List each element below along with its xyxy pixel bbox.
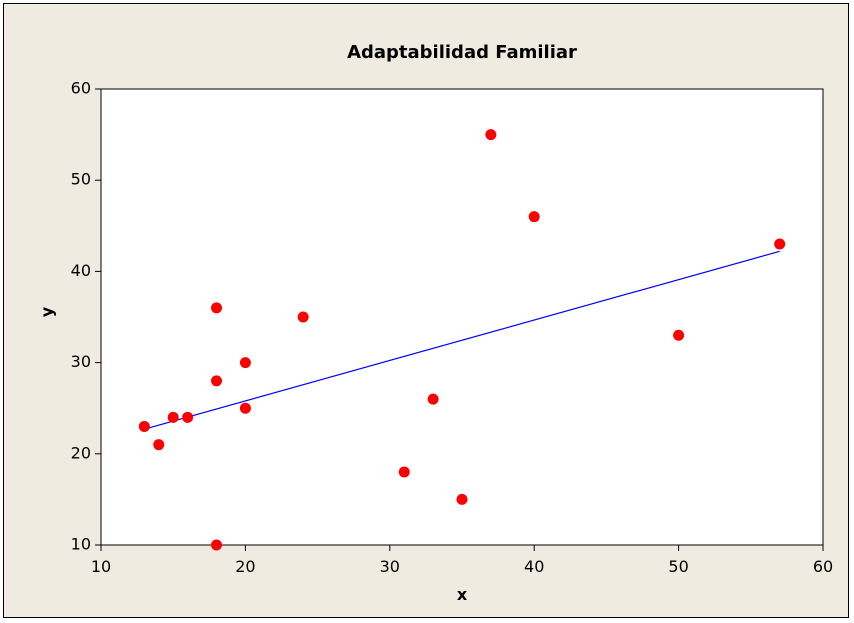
data-point xyxy=(398,466,410,478)
data-point xyxy=(211,375,223,387)
scatter-chart: Adaptabilidad Familiar x y 10 20 30 40 50 60 … xyxy=(4,4,848,617)
data-point xyxy=(239,402,251,414)
data-point xyxy=(182,411,194,423)
y-tick-label: 30 xyxy=(71,352,91,371)
data-point xyxy=(167,411,179,423)
x-tick-label: 50 xyxy=(668,557,688,576)
data-point xyxy=(211,539,223,551)
data-point xyxy=(297,311,309,323)
y-tick-label: 10 xyxy=(71,535,91,554)
x-tick-label: 20 xyxy=(235,557,255,576)
plot-area xyxy=(100,88,824,546)
x-tick-label: 10 xyxy=(91,557,111,576)
data-point xyxy=(528,211,540,223)
chart-frame: Adaptabilidad Familiar x y 10 20 30 40 50 60 … xyxy=(3,3,849,618)
data-point xyxy=(485,129,497,141)
regression-line xyxy=(144,250,780,430)
data-point xyxy=(138,420,150,432)
y-tick-label: 60 xyxy=(71,79,91,98)
y-tick-label: 50 xyxy=(71,170,91,189)
regression-line-layer xyxy=(144,250,780,430)
data-points xyxy=(138,129,786,551)
chart-title: Adaptabilidad Familiar xyxy=(347,42,577,63)
data-point xyxy=(673,329,685,341)
x-tick-label: 40 xyxy=(524,557,544,576)
x-tick-label: 60 xyxy=(813,557,833,576)
y-tick-label: 40 xyxy=(71,261,91,280)
data-point xyxy=(456,493,468,505)
data-point xyxy=(774,238,786,250)
y-axis-title: y xyxy=(38,306,57,317)
x-axis-ticks: 10 20 30 40 50 60 xyxy=(91,545,833,576)
y-tick-label: 20 xyxy=(71,443,91,462)
data-point xyxy=(427,393,439,405)
data-point xyxy=(153,439,165,451)
data-point xyxy=(239,357,251,369)
data-point xyxy=(211,302,223,314)
x-axis-title: x xyxy=(457,585,468,604)
y-axis-ticks: 10 20 30 40 50 60 xyxy=(71,79,101,554)
x-tick-label: 30 xyxy=(380,557,400,576)
